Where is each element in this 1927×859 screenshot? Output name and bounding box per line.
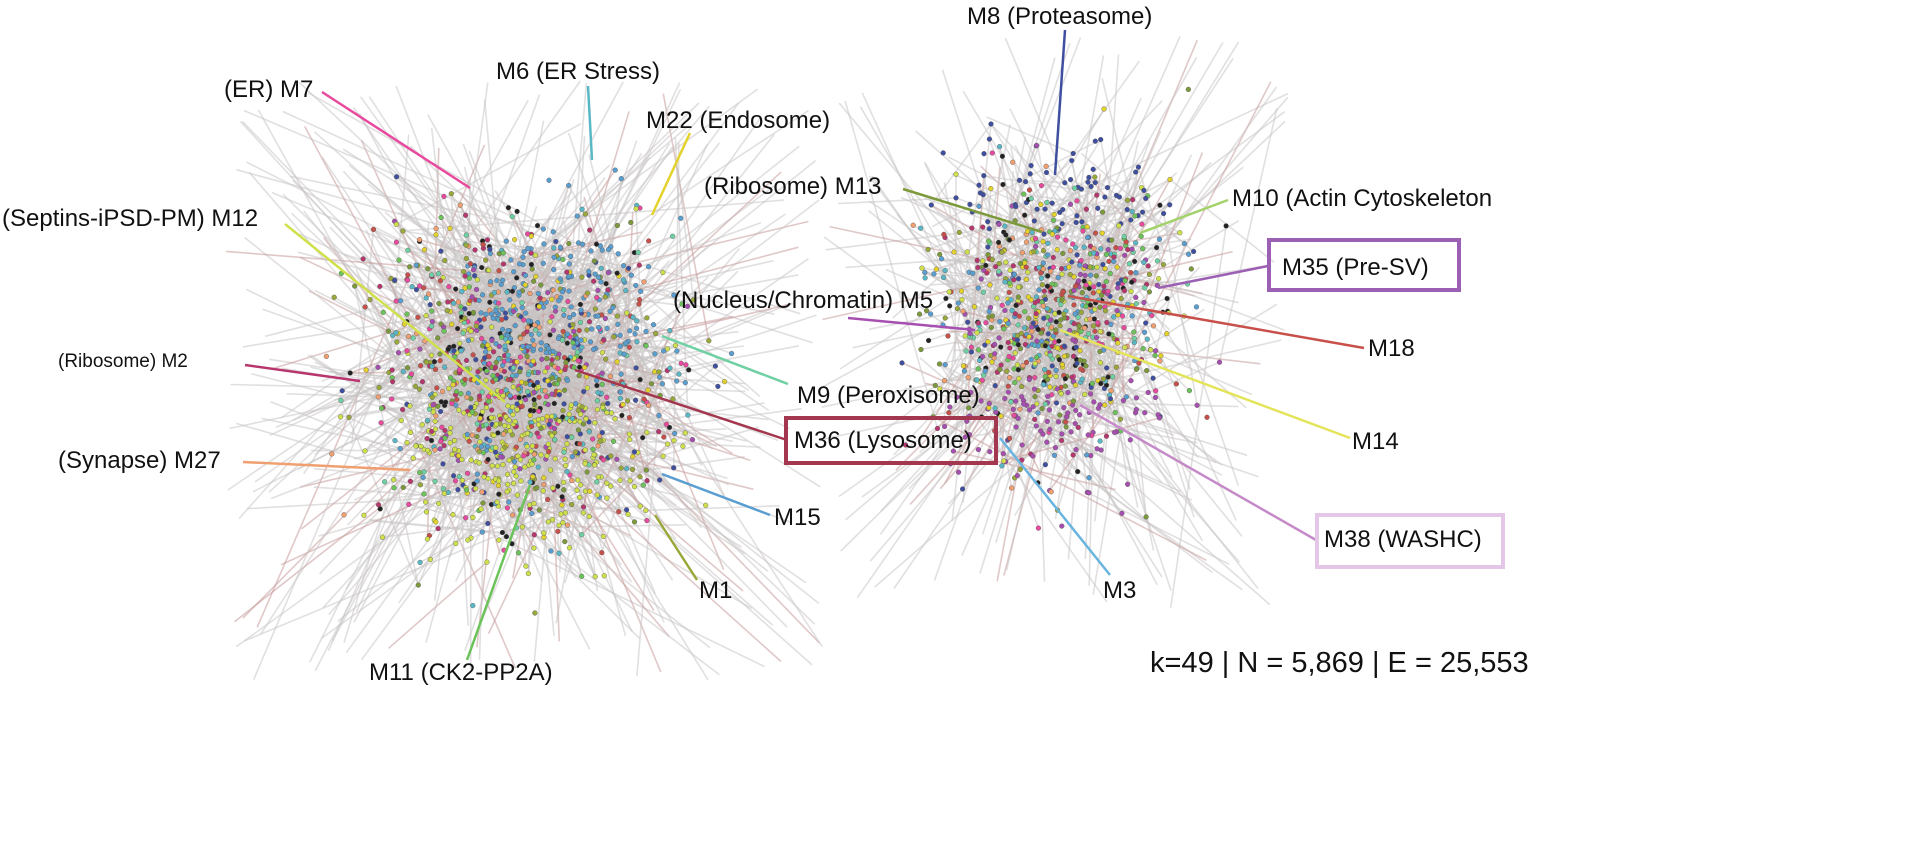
network-stats: k=49 | N = 5,869 | E = 25,553 [1150, 647, 1529, 679]
box-m38 [1315, 513, 1505, 569]
label-m9: M9 (Peroxisome) [797, 382, 980, 409]
leader-m6 [586, 85, 594, 161]
label-m11: M11 (CK2-PP2A) [369, 659, 553, 686]
network-nodes [323, 86, 1229, 616]
box-m35 [1267, 238, 1461, 292]
highlight-boxes [784, 238, 1505, 569]
leader-m38 [1079, 403, 1317, 542]
label-m35: M35 (Pre-SV) [1282, 254, 1429, 281]
leader-m2 [244, 363, 361, 383]
leader-m10 [1139, 198, 1229, 235]
label-m10: M10 (Actin Cytoskeleton [1232, 185, 1492, 212]
label-m5: (Nucleus/Chromatin) M5 [673, 287, 933, 314]
leader-m1 [653, 514, 699, 581]
leader-m36 [574, 368, 788, 442]
label-leader-lines [242, 29, 1365, 661]
label-m7: (ER) M7 [224, 76, 313, 103]
label-m13: (Ribosome) M13 [704, 173, 881, 200]
leader-m22 [650, 132, 692, 216]
box-m36 [784, 416, 998, 465]
leader-m11 [465, 484, 532, 661]
leader-m14 [1059, 328, 1351, 440]
label-m3: M3 [1103, 577, 1136, 604]
label-m38: M38 (WASHC) [1324, 526, 1482, 553]
leader-m27 [242, 460, 411, 472]
label-m14: M14 [1352, 428, 1399, 455]
leader-m13 [902, 187, 1043, 234]
leader-m35 [1157, 264, 1269, 290]
label-m15: M15 [774, 504, 821, 531]
label-m8: M8 (Proteasome) [967, 3, 1152, 30]
leader-m3 [999, 437, 1111, 576]
leader-m7 [321, 90, 471, 190]
label-m1: M1 [699, 577, 732, 604]
label-m27: (Synapse) M27 [58, 447, 221, 474]
leader-m9 [661, 334, 789, 386]
leader-m12 [284, 223, 506, 403]
leader-m15 [661, 472, 771, 517]
leader-m18 [1067, 294, 1365, 350]
leader-m8 [1053, 29, 1067, 176]
label-m6: M6 (ER Stress) [496, 58, 660, 85]
label-m2: (Ribosome) M2 [58, 351, 188, 372]
leader-m5 [847, 316, 976, 332]
label-m18: M18 [1368, 335, 1415, 362]
module-labels: M8 (Proteasome) M6 (ER Stress) (ER) M7 M… [2, 3, 1492, 686]
label-m22: M22 (Endosome) [646, 107, 830, 134]
label-m36: M36 (Lysosome) [794, 427, 972, 454]
label-m12: (Septins-iPSD-PM) M12 [2, 205, 258, 232]
